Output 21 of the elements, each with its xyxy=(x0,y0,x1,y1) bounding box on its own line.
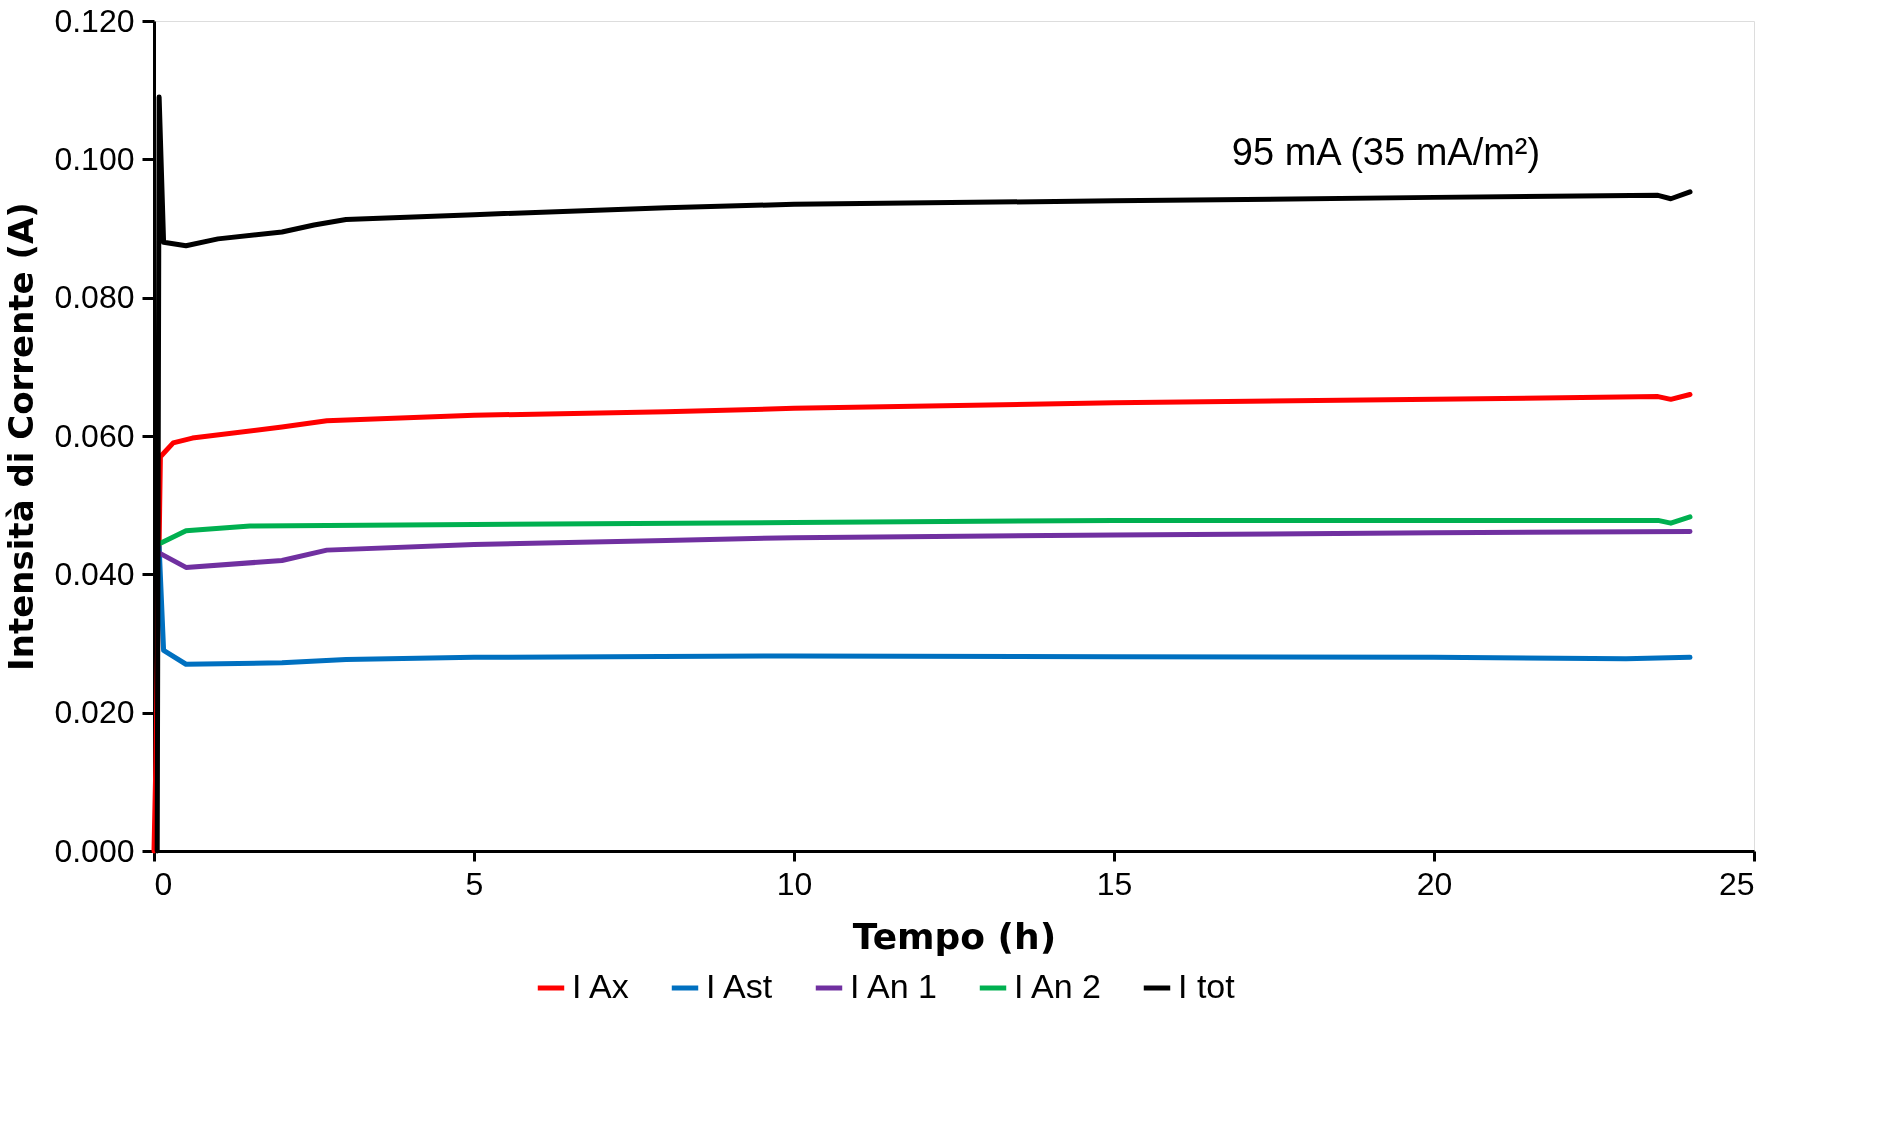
x-tick-label: 5 xyxy=(465,865,484,902)
y-tick-label: 0.000 xyxy=(54,832,135,869)
y-tick-label: 0.080 xyxy=(54,279,135,316)
annotation: 95 mA (35 mA/m²) xyxy=(1231,130,1541,173)
legend-label: I An 1 xyxy=(850,967,937,1005)
x-tick-label: 10 xyxy=(776,865,813,902)
y-tick-label: 0.040 xyxy=(54,555,135,592)
legend-label: I An 2 xyxy=(1014,967,1101,1005)
x-tick-label: 20 xyxy=(1416,865,1453,902)
y-axis-title: Intensità di Corrente (A) xyxy=(1,202,42,671)
legend-label: I tot xyxy=(1178,967,1236,1005)
legend-label: I Ax xyxy=(572,967,629,1005)
x-tick-label: 15 xyxy=(1096,865,1133,902)
x-axis-title: Tempo (h) xyxy=(852,915,1057,957)
y-tick-label: 0.100 xyxy=(54,140,135,177)
y-tick-label: 0.020 xyxy=(54,694,135,731)
y-tick-label: 0.120 xyxy=(54,2,135,39)
x-tick-label: 0 xyxy=(154,865,173,902)
x-tick-label: 25 xyxy=(1718,865,1755,902)
y-tick-label: 0.060 xyxy=(54,417,135,454)
legend-label: I Ast xyxy=(706,967,773,1005)
